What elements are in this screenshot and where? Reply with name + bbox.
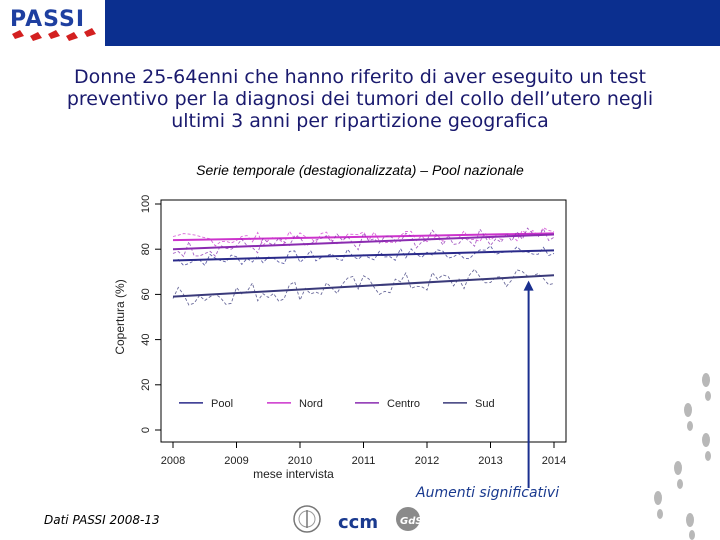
footsteps-decoration-icon [654,373,711,540]
coverage-line-chart: 0 20 40 60 80 100 2008 2009 2010 2011 2012 2013 2014… [113,195,567,488]
y-tick-label: 20 [140,379,152,391]
x-tick-label: 2014 [542,455,566,467]
x-tick-label: 2011 [352,455,376,467]
footer-source: Dati PASSI 2008-13 [44,513,160,527]
header-bar: PASSI [0,0,720,46]
chart-subtitle: Serie temporale (destagionalizzata) – Po… [196,162,524,178]
x-tick-label: 2008 [161,455,185,467]
annotation-arrow-head [523,280,534,291]
series-trend-nord [172,232,555,242]
y-tick-label: 100 [140,195,152,213]
series-trend-pool [172,249,555,262]
series-trend-sud [172,274,555,298]
y-tick-label: 40 [140,333,152,345]
y-tick-label: 80 [140,243,152,255]
y-tick-label: 60 [140,288,152,300]
title-line-2: preventivo per la diagnosi dei tumori de… [66,88,654,110]
logo-text: PASSI [10,7,85,32]
ccm-logo-bg [336,510,384,530]
x-tick-label: 2010 [288,455,312,467]
partner-logos: ccm GdSps [293,505,436,533]
x-axis-label: mese intervista [253,467,334,481]
x-tick-label: 2012 [415,455,439,467]
header-blue-band [105,0,720,46]
ccm-logo-text: ccm [338,512,378,533]
x-tick-label: 2013 [478,455,502,467]
series-trend-centro [172,233,555,251]
y-axis-label: Copertura (%) [113,279,127,354]
gdsps-logo-icon [396,507,420,531]
legend-label-nord: Nord [299,398,323,410]
legend-label-pool: Pool [211,398,233,410]
annotation-text: Aumenti significativi [416,485,560,501]
title-line-1: Donne 25-64enni che hanno riferito di av… [74,66,646,88]
title-line-3: ultimi 3 anni per ripartizione geografic… [171,110,549,132]
logo-footprints [12,28,96,41]
ministry-seal-icon [293,505,321,533]
passi-logo: PASSI [10,7,96,41]
y-tick-label: 0 [140,427,152,433]
gdsps-logo-text: GdSps [400,516,436,527]
x-tick-label: 2009 [224,455,248,467]
series-monthly-nord [172,227,555,247]
slide-title: Donne 25-64enni che hanno riferito di av… [30,66,690,132]
legend-label-sud: Sud [475,398,495,410]
legend-label-centro: Centro [387,398,420,410]
series-monthly-sud [172,268,555,306]
